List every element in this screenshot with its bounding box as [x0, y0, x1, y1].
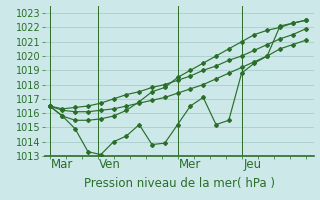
Text: Jeu: Jeu	[243, 158, 261, 171]
Text: Ven: Ven	[99, 158, 121, 171]
X-axis label: Pression niveau de la mer( hPa ): Pression niveau de la mer( hPa )	[84, 177, 275, 190]
Text: Mar: Mar	[51, 158, 74, 171]
Text: Mer: Mer	[179, 158, 202, 171]
